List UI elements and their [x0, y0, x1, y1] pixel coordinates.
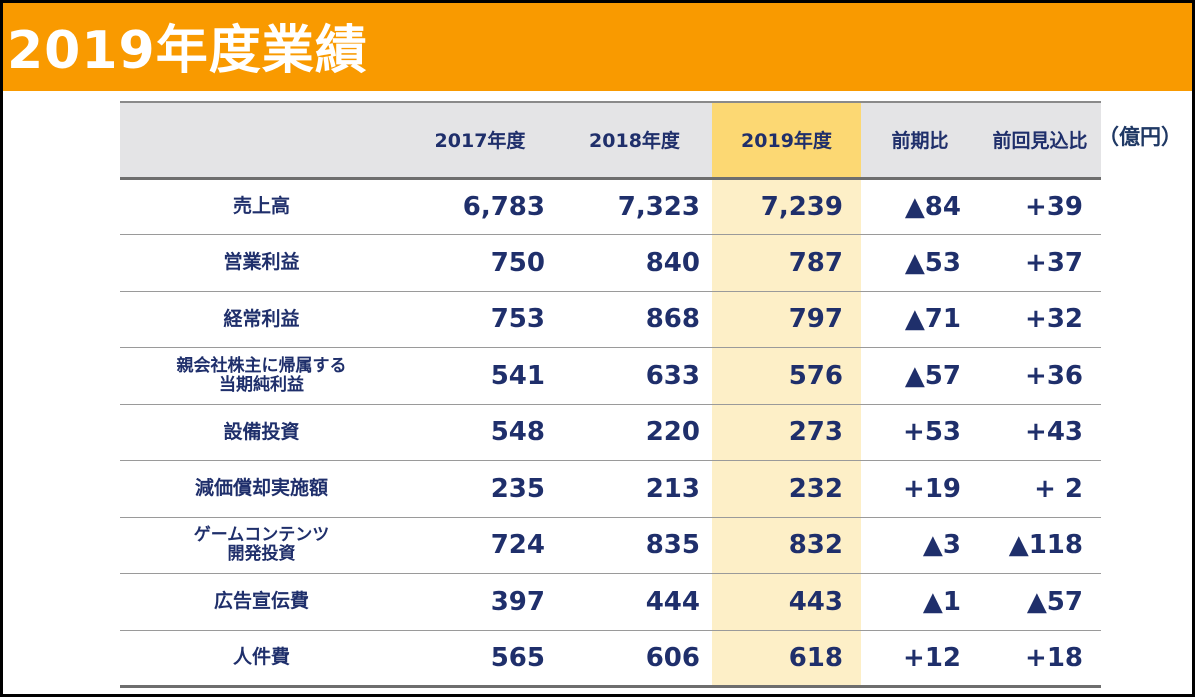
table-row: 設備投資 548 220 273 +53 +43 [120, 404, 1101, 461]
cell-2019: 443 [712, 573, 861, 631]
column-header-2018: 2018年度 [557, 101, 712, 180]
cell-yoy: ▲3 [861, 517, 979, 574]
cell-yoy: ▲57 [861, 347, 979, 405]
column-header-2019: 2019年度 [712, 101, 861, 180]
row-label: 減価償却実施額 [120, 460, 403, 518]
column-header-item [120, 101, 403, 180]
table-row: ゲームコンテンツ 開発投資 724 835 832 ▲3 ▲118 [120, 517, 1101, 574]
title-bar: 2019年度業績 [3, 3, 1192, 91]
cell-2019: 576 [712, 347, 861, 405]
column-header-yoy: 前期比 [861, 101, 979, 180]
cell-vs-forecast: +43 [979, 404, 1101, 461]
row-label: 売上高 [120, 178, 403, 235]
cell-yoy: ▲71 [861, 291, 979, 348]
table-row: 経常利益 753 868 797 ▲71 +32 [120, 291, 1101, 348]
cell-2018: 213 [557, 460, 712, 518]
table-row: 営業利益 750 840 787 ▲53 +37 [120, 234, 1101, 292]
row-label: 人件費 [120, 630, 403, 688]
cell-vs-forecast: +39 [979, 178, 1101, 235]
cell-2018: 606 [557, 630, 712, 688]
cell-vs-forecast: +37 [979, 234, 1101, 292]
table-row: 減価償却実施額 235 213 232 +19 + 2 [120, 460, 1101, 518]
row-label: 広告宣伝費 [120, 573, 403, 631]
table-row: 親会社株主に帰属する 当期純利益 541 633 576 ▲57 +36 [120, 347, 1101, 405]
row-label: ゲームコンテンツ 開発投資 [120, 517, 403, 574]
table-header-row: 2017年度 2018年度 2019年度 前期比 前回見込比 [120, 101, 1101, 180]
cell-2018: 840 [557, 234, 712, 292]
row-label: 経常利益 [120, 291, 403, 348]
cell-2017: 750 [403, 234, 557, 292]
cell-2018: 868 [557, 291, 712, 348]
cell-2017: 6,783 [403, 178, 557, 235]
cell-2018: 444 [557, 573, 712, 631]
cell-vs-forecast: +36 [979, 347, 1101, 405]
table-row: 広告宣伝費 397 444 443 ▲1 ▲57 [120, 573, 1101, 631]
cell-2017: 753 [403, 291, 557, 348]
page-title: 2019年度業績 [7, 21, 368, 81]
cell-2017: 724 [403, 517, 557, 574]
cell-yoy: ▲1 [861, 573, 979, 631]
column-header-vs-forecast: 前回見込比 [979, 101, 1101, 180]
cell-2019: 787 [712, 234, 861, 292]
cell-2018: 7,323 [557, 178, 712, 235]
cell-2018: 633 [557, 347, 712, 405]
unit-label: （億円） [1098, 125, 1182, 149]
cell-2018: 835 [557, 517, 712, 574]
cell-2017: 397 [403, 573, 557, 631]
row-label: 親会社株主に帰属する 当期純利益 [120, 347, 403, 405]
table-row: 売上高 6,783 7,323 7,239 ▲84 +39 [120, 178, 1101, 235]
cell-2017: 541 [403, 347, 557, 405]
cell-vs-forecast: +18 [979, 630, 1101, 688]
cell-2019: 273 [712, 404, 861, 461]
cell-2019: 618 [712, 630, 861, 688]
cell-yoy: +53 [861, 404, 979, 461]
cell-vs-forecast: ▲118 [979, 517, 1101, 574]
cell-2019: 832 [712, 517, 861, 574]
cell-2019: 797 [712, 291, 861, 348]
cell-yoy: +19 [861, 460, 979, 518]
cell-2018: 220 [557, 404, 712, 461]
row-label: 設備投資 [120, 404, 403, 461]
cell-2017: 548 [403, 404, 557, 461]
results-table: 2017年度 2018年度 2019年度 前期比 前回見込比 売上高 6,783… [120, 101, 1101, 688]
table-row: 人件費 565 606 618 +12 +18 [120, 630, 1101, 688]
cell-yoy: ▲84 [861, 178, 979, 235]
cell-vs-forecast: ▲57 [979, 573, 1101, 631]
cell-yoy: ▲53 [861, 234, 979, 292]
cell-vs-forecast: +32 [979, 291, 1101, 348]
cell-2017: 565 [403, 630, 557, 688]
row-label: 営業利益 [120, 234, 403, 292]
cell-yoy: +12 [861, 630, 979, 688]
cell-2017: 235 [403, 460, 557, 518]
cell-vs-forecast: + 2 [979, 460, 1101, 518]
cell-2019: 7,239 [712, 178, 861, 235]
cell-2019: 232 [712, 460, 861, 518]
column-header-2017: 2017年度 [403, 101, 557, 180]
